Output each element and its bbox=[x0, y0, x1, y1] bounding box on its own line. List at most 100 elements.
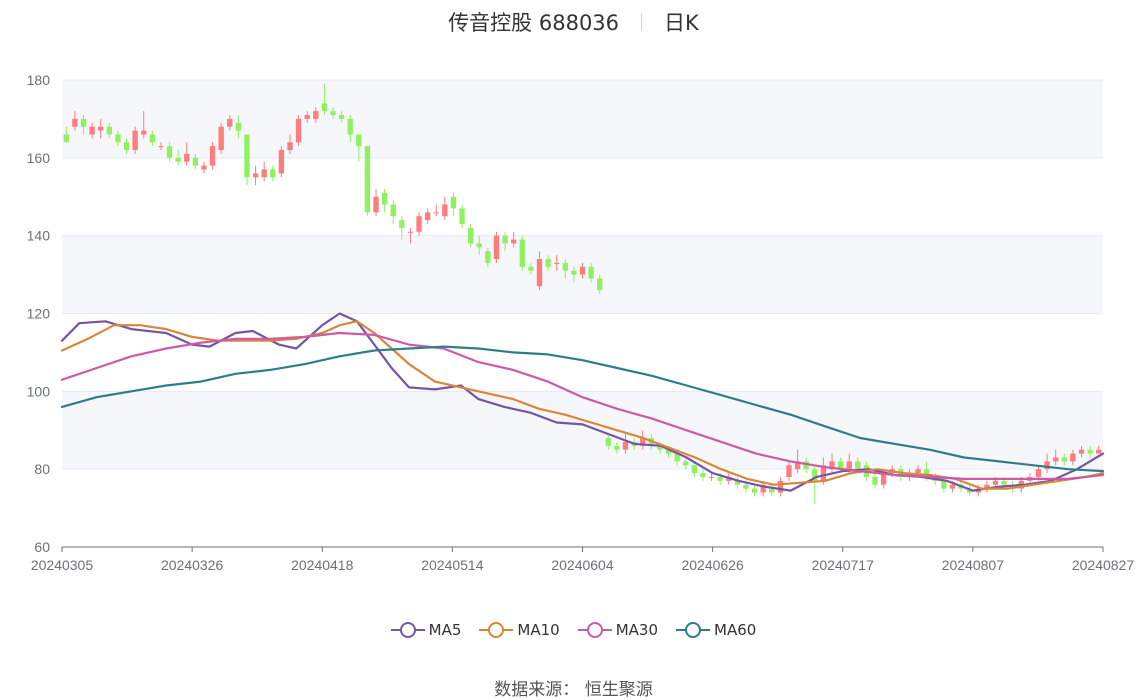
legend-item-ma5[interactable]: MA5 bbox=[390, 620, 462, 640]
legend-label-ma10: MA10 bbox=[517, 621, 560, 639]
candle-body bbox=[295, 118, 302, 143]
candle-body bbox=[803, 461, 809, 470]
candle-body bbox=[984, 484, 990, 489]
legend-swatch-ma30 bbox=[577, 620, 612, 640]
candle-body bbox=[407, 231, 414, 233]
candle-body bbox=[571, 270, 577, 275]
chart-title-row: 传音控股 688036 日K bbox=[0, 6, 1147, 38]
candle-body bbox=[98, 126, 104, 131]
candle-body bbox=[80, 118, 87, 127]
candle-body bbox=[450, 196, 457, 209]
legend-swatch-ma10 bbox=[479, 620, 514, 640]
candle-body bbox=[545, 259, 551, 267]
candle-body bbox=[72, 118, 78, 127]
legend-label-ma60: MA60 bbox=[714, 621, 757, 639]
candle-body bbox=[115, 134, 121, 143]
candle-body bbox=[304, 115, 310, 119]
candle-body bbox=[751, 488, 758, 493]
candle-body bbox=[786, 465, 792, 477]
candle-body bbox=[665, 449, 672, 454]
series-line-ma60 bbox=[60, 345, 1105, 473]
candle-body bbox=[1096, 449, 1102, 454]
x-tick-label: 20240827 bbox=[1072, 557, 1135, 573]
candle-body bbox=[416, 216, 422, 232]
candle-body bbox=[622, 441, 629, 450]
y-tick-label: 140 bbox=[27, 228, 51, 244]
candle-body bbox=[812, 469, 818, 481]
candle-body bbox=[880, 473, 887, 485]
legend-item-ma30[interactable]: MA30 bbox=[577, 620, 659, 640]
candle-body bbox=[347, 118, 353, 135]
candle-body bbox=[734, 480, 741, 485]
candle-body bbox=[356, 134, 362, 147]
x-tick-label: 20240717 bbox=[812, 557, 875, 573]
candle-body bbox=[63, 134, 69, 143]
candle-body bbox=[192, 157, 199, 166]
legend-item-ma10[interactable]: MA10 bbox=[479, 620, 560, 640]
candle-body bbox=[674, 453, 680, 462]
candle-body bbox=[502, 235, 508, 244]
candle-body bbox=[1078, 449, 1085, 454]
x-tick-label: 20240626 bbox=[681, 557, 744, 573]
legend-label-ma5: MA5 bbox=[428, 621, 462, 639]
candle-body bbox=[166, 146, 173, 158]
candle-body bbox=[184, 153, 190, 162]
candle-body bbox=[287, 142, 293, 151]
candle-body bbox=[1001, 480, 1007, 485]
candle-body bbox=[717, 476, 723, 481]
x-tick-label: 20240514 bbox=[421, 557, 484, 573]
candle-body bbox=[820, 465, 827, 481]
chart-legend: MA5 MA10 MA30 MA60 bbox=[0, 620, 1147, 640]
candle-body bbox=[708, 476, 715, 478]
candle-body bbox=[657, 445, 663, 450]
candle-body bbox=[855, 461, 861, 470]
candle-body bbox=[1061, 457, 1067, 462]
candle-body bbox=[1035, 469, 1042, 477]
candle-body bbox=[442, 204, 448, 217]
x-tick-label: 20240807 bbox=[942, 557, 1005, 573]
candle-body bbox=[1044, 461, 1050, 470]
candle-body bbox=[158, 146, 164, 148]
candle-body bbox=[743, 484, 749, 489]
candle-body bbox=[777, 480, 784, 493]
candlestick-chart: 60 80 100 120 140 160 180 20240305 20240326 20240… bbox=[27, 72, 1135, 573]
candle-body bbox=[1053, 457, 1059, 462]
candle-body bbox=[338, 115, 345, 119]
candle-body bbox=[683, 461, 689, 466]
candle-body bbox=[519, 239, 525, 267]
candle-body bbox=[201, 165, 207, 170]
candle-body bbox=[424, 212, 431, 221]
candle-body bbox=[837, 461, 844, 470]
y-tick-label: 100 bbox=[27, 383, 51, 399]
candle-body bbox=[399, 220, 405, 228]
candle-body bbox=[829, 461, 835, 470]
candle-body bbox=[244, 134, 250, 178]
candle-body bbox=[493, 235, 500, 260]
candle-body bbox=[511, 239, 517, 244]
candle-body bbox=[614, 445, 620, 450]
legend-item-ma60[interactable]: MA60 bbox=[676, 620, 756, 640]
candle-body bbox=[278, 150, 285, 174]
candle-body bbox=[554, 262, 560, 264]
candle-body bbox=[605, 438, 611, 446]
legend-label-ma30: MA30 bbox=[615, 621, 659, 639]
legend-swatch-ma60 bbox=[676, 620, 711, 640]
candle-body bbox=[846, 461, 852, 470]
series-line-ma10 bbox=[60, 320, 1105, 490]
y-tick-label: 60 bbox=[34, 539, 50, 555]
candle-body bbox=[209, 146, 216, 166]
candle-body bbox=[373, 196, 379, 213]
candle-body bbox=[364, 146, 371, 213]
x-tick-label: 20240418 bbox=[291, 557, 354, 573]
candle-body bbox=[235, 122, 242, 131]
candle-body bbox=[390, 204, 396, 217]
candle-body bbox=[992, 480, 999, 485]
candle-body bbox=[528, 266, 534, 271]
x-tick-label: 20240305 bbox=[31, 557, 94, 573]
candle-body bbox=[691, 465, 698, 474]
candle-body bbox=[89, 126, 95, 135]
candle-body bbox=[562, 262, 568, 271]
candle-body bbox=[175, 157, 181, 162]
candle-body bbox=[794, 461, 801, 470]
candle-body bbox=[769, 488, 775, 493]
